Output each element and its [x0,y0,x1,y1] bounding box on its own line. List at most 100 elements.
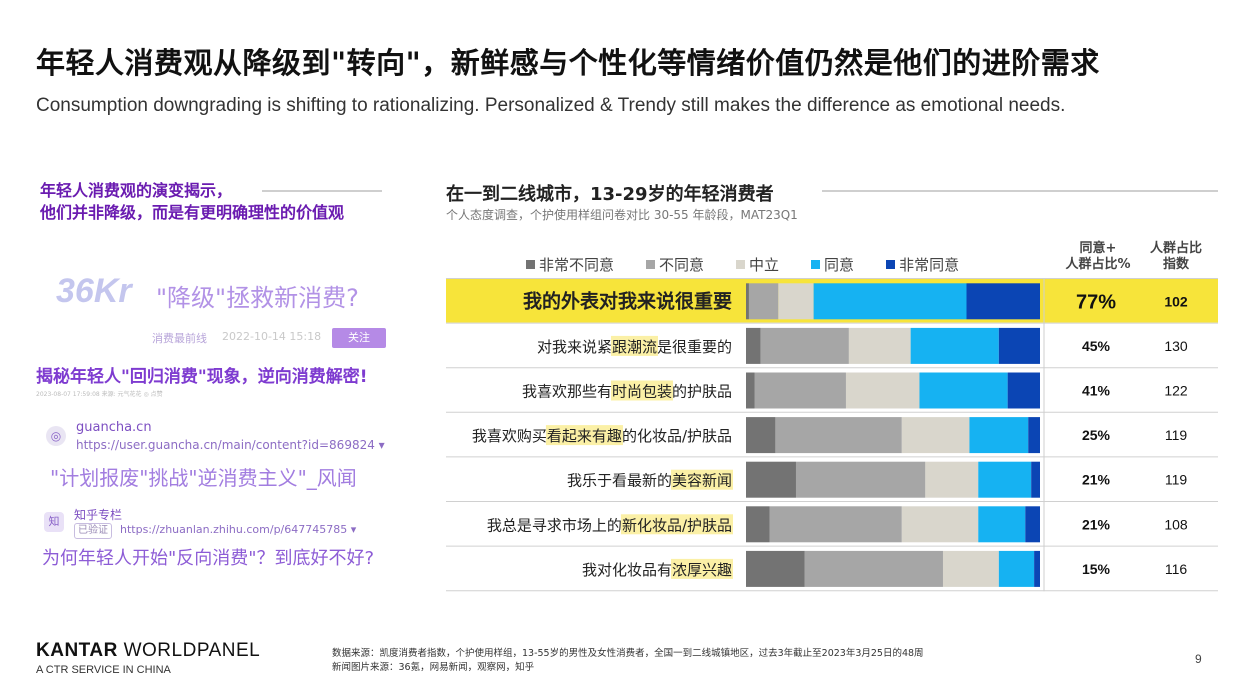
news-headline-guancha[interactable]: "计划报废"挑战"逆消费主义"_风闻 [50,466,357,490]
news-source-36kr: 消费最前线 [152,332,207,345]
legend-label: 中立 [749,256,780,274]
keyword-highlight [670,469,733,490]
keyword-highlight [610,380,673,401]
kantar-logo-rest: WORLDPANEL [117,640,261,661]
index-value: 130 [1164,338,1188,354]
bar-segment-3 [969,417,1029,454]
category-label-keyword: 看起来有趣 [547,427,622,445]
bar-segment-0 [746,372,755,409]
legend-label: 非常同意 [899,256,960,274]
agree-plus-value: 15% [1082,561,1111,577]
insight-line-2: 他们并非降级，而是有更明确理性的价值观 [40,203,345,222]
bar-segment-4 [966,283,1040,320]
chart-title: 在一到二线城市，13-29岁的年轻消费者 [446,184,774,205]
news-url-guancha[interactable]: https://user.guancha.cn/main/content?id=… [76,438,385,452]
category-label-part: 我乐于看最新的 [567,472,672,490]
legend-item: 中立 [736,254,779,275]
bar-segment-2 [848,327,911,364]
category-label-part: 我对化妆品有 [582,561,672,579]
bar-segment-4 [1025,506,1040,543]
news-headline-zhihu[interactable]: 为何年轻人开始"反向消费"？到底好不好? [42,548,375,569]
category-label-part: 我喜欢那些有 [522,383,612,401]
bar-segment-1 [760,327,849,364]
kantar-tagline: A CTR SERVICE IN CHINA [36,664,171,676]
bar-segment-1 [775,417,902,454]
bar-segment-2 [845,372,920,409]
legend-label: 非常不同意 [539,256,615,274]
bar-segment-1 [804,550,943,587]
page-number: 9 [1195,652,1202,666]
category-label-keyword: 浓厚兴趣 [672,561,732,579]
category-label: 我对化妆品有浓厚兴趣 [582,561,732,579]
36kr-logo-text: 36Kr [56,272,132,310]
index-value: 119 [1165,427,1188,443]
news-site-zhihu[interactable]: 知乎专栏 [74,508,123,522]
insight-callout: 年轻人消费观的演变揭示， 他们并非降级，而是有更明确理性的价值观 [40,180,400,224]
bar-segment-4 [1034,550,1040,587]
insight-line-1: 年轻人消费观的演变揭示， [40,181,233,200]
bar-segment-4 [1031,461,1040,498]
source-note: 数据来源：凯度消费者指数，个护使用样组，13-55岁的男性及女性消费者，全国一到… [332,647,924,675]
bar-segment-3 [910,327,999,364]
source-note-line-1: 数据来源：凯度消费者指数，个护使用样组，13-55岁的男性及女性消费者，全国一到… [332,648,924,659]
agree-plus-value: 77% [1076,291,1116,313]
col-header-agree: 同意+ 人群占比% [1054,241,1142,273]
chart-subtitle: 个人态度调查，个护使用样组问卷对比 30-55 年龄段，MAT23Q1 [446,208,798,222]
legend-item: 不同意 [646,254,704,275]
chart-legend: 非常不同意 不同意 中立 同意 非常同意 [526,254,959,275]
category-label-part: 我的外表对我来说很重要 [523,289,732,312]
legend-label: 同意 [824,256,855,274]
bar-segment-3 [919,372,1008,409]
legend-swatch [811,260,821,269]
category-label-part: 是很重要的 [657,338,732,356]
category-label-keyword: 时尚包装 [612,383,672,401]
bar-segment-4 [1028,417,1040,454]
legend-swatch [736,260,746,269]
bar-segment-3 [998,550,1035,587]
kantar-logo-bold: KANTAR [36,640,118,661]
bar-segment-0 [746,327,761,364]
legend-swatch [646,260,656,269]
category-label: 我喜欢购买看起来有趣的化妆品/护肤品 [472,427,732,445]
bar-segment-2 [942,550,999,587]
keyword-highlight [545,425,623,446]
index-value: 102 [1164,293,1188,309]
zhihu-icon: 知 [44,512,64,532]
legend-item: 同意 [811,254,854,275]
bar-segment-3 [978,461,1032,498]
col-header-index-l1: 人群占比 [1149,241,1202,256]
follow-button[interactable]: 关注 [332,328,386,348]
news-collage: 36Kr "降级"拯救新消费? 消费最前线 2022-10-14 15:18 关… [36,258,406,588]
page-title: 年轻人消费观从降级到"转向"，新鲜感与个性化等情绪价值仍然是他们的进阶需求 [36,46,1100,80]
news-site-guancha[interactable]: guancha.cn [76,420,152,435]
col-header-index-l2: 指数 [1162,257,1189,272]
index-value: 119 [1165,472,1188,488]
agree-plus-value: 41% [1082,383,1111,399]
source-note-line-2: 新闻图片来源：36氪，网易新闻，观察网，知乎 [332,662,535,673]
bar-segment-1 [754,372,846,409]
news-headline-36kr[interactable]: "降级"拯救新消费? [156,284,359,312]
insight-divider [262,190,382,192]
news-time-36kr: 2022-10-14 15:18 [222,330,322,343]
category-label: 我的外表对我来说很重要 [523,289,732,312]
category-label-part: 我喜欢购买 [472,427,547,445]
36kr-logo: 36Kr [56,272,132,311]
globe-icon: ◎ [46,426,66,446]
legend-item: 非常同意 [886,254,959,275]
news-headline-163[interactable]: 揭秘年轻人"回归消费"现象，逆向消费解密! [36,367,368,387]
legend-swatch [886,260,896,269]
bar-segment-4 [1007,372,1040,409]
category-label-part: 对我来说紧 [537,338,612,356]
category-label: 我总是寻求市场上的新化妆品/护肤品 [487,516,732,534]
news-url-zhihu[interactable]: https://zhuanlan.zhihu.com/p/647745785 ▾ [120,523,357,536]
category-label-part: 的护肤品 [672,383,732,401]
keyword-highlight [670,558,733,579]
bar-segment-3 [978,506,1026,543]
category-label-part: 的化妆品/护肤品 [622,427,732,445]
agree-plus-value: 45% [1082,338,1111,354]
bar-segment-0 [746,283,749,320]
bar-segment-1 [748,283,779,320]
bar-segment-2 [778,283,814,320]
index-value: 108 [1164,516,1188,532]
